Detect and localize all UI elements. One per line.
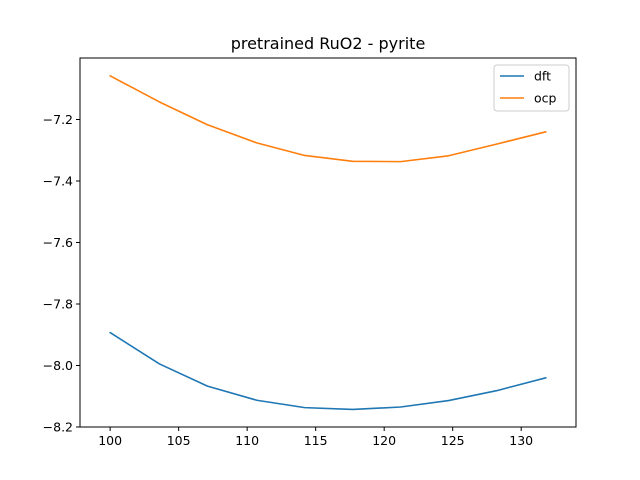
y-tick-label: −7.4 xyxy=(43,174,73,189)
y-tick-label: −7.2 xyxy=(43,112,73,127)
legend-label-ocp: ocp xyxy=(534,91,557,106)
x-tick-label: 110 xyxy=(235,433,259,448)
plot-area xyxy=(80,58,576,427)
x-tick-label: 115 xyxy=(304,433,328,448)
axes-layer: 100 105 110 115 120 125 130 −8.2 −8.0 −7.8 −7.6 −7.… xyxy=(43,57,577,448)
series-line-dft xyxy=(109,331,547,411)
x-tick-label: 130 xyxy=(509,433,533,448)
legend-box xyxy=(493,64,570,112)
x-tick-label: 120 xyxy=(372,433,396,448)
legend-label-dft: dft xyxy=(534,69,551,84)
chart-title: pretrained RuO2 - pyrite xyxy=(231,34,426,53)
x-tick-label: 105 xyxy=(167,433,191,448)
legend: dft ocp xyxy=(493,64,570,112)
x-tick-label: 125 xyxy=(441,433,465,448)
y-tick-label: −7.6 xyxy=(43,235,73,250)
series-line-ocp xyxy=(109,75,547,163)
x-tick-label: 100 xyxy=(98,433,122,448)
y-tick-label: −8.2 xyxy=(43,420,73,435)
series-layer xyxy=(109,75,547,411)
y-tick-label: −8.0 xyxy=(43,358,73,373)
y-tick-label: −7.8 xyxy=(43,297,73,312)
